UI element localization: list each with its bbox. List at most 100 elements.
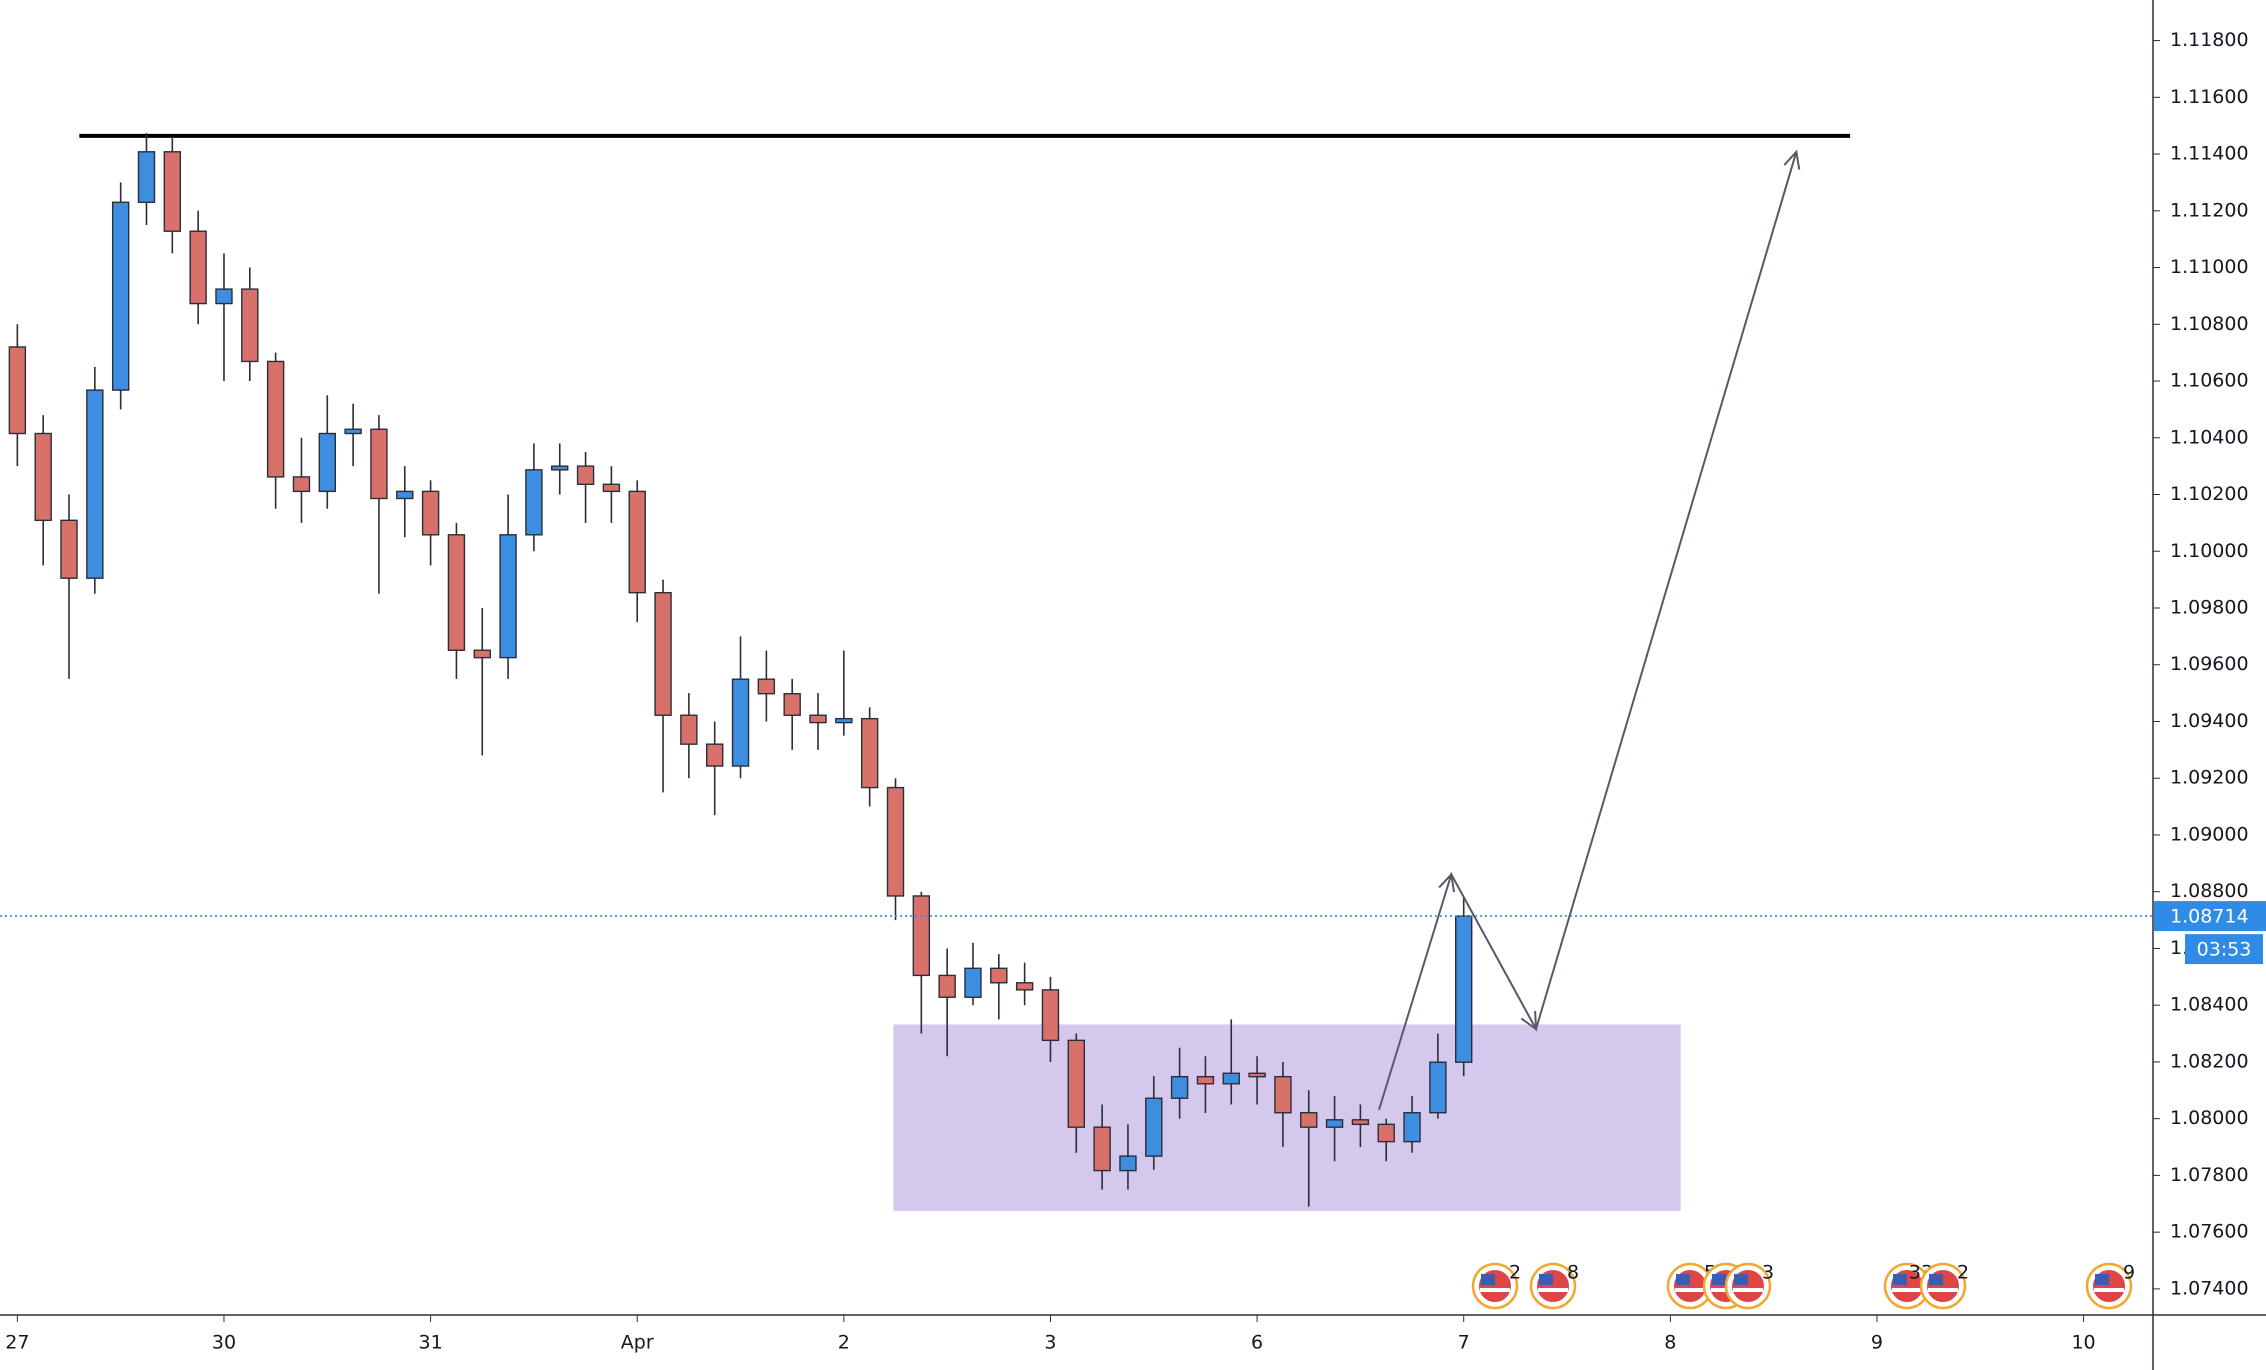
y-tick-label: 1.11800 (2170, 29, 2249, 51)
projection-arrow (1378, 151, 1798, 1111)
y-tick-label: 1.10600 (2170, 370, 2249, 392)
event-count: 2 (1509, 1262, 1521, 1284)
event-count: 2 (1957, 1262, 1969, 1284)
y-tick-label: 1.07800 (2170, 1164, 2249, 1186)
candle-body (525, 469, 543, 536)
candle-body (835, 717, 853, 724)
y-tick-label: 1.08000 (2170, 1107, 2249, 1129)
event-flag-canton (1539, 1274, 1553, 1285)
candle-body (938, 974, 956, 998)
current-price-label: 1.08714 (2170, 906, 2249, 928)
y-tick-label: 1.11400 (2170, 143, 2249, 165)
candle-body (731, 678, 750, 767)
candle-body (886, 786, 905, 897)
event-marker: 3 (1724, 1262, 1774, 1310)
candle-body (1351, 1119, 1370, 1126)
candle-body (396, 490, 414, 500)
candle-body (1119, 1155, 1137, 1172)
event-flag-stripe (1675, 1288, 1705, 1292)
event-flag-canton (1676, 1274, 1690, 1285)
event-marker: 2 (1471, 1262, 1521, 1310)
candle-body (809, 714, 827, 724)
x-tick-label: 10 (2071, 1332, 2095, 1354)
y-tick-label: 1.09400 (2170, 710, 2249, 732)
countdown-label: 03:53 (2197, 939, 2252, 961)
y-tick-label: 1.11200 (2170, 199, 2249, 221)
candle-body (344, 428, 362, 435)
candle-body (163, 151, 182, 232)
candle-body (499, 534, 517, 659)
current-price-box (2154, 901, 2266, 932)
y-tick-label: 1.10800 (2170, 313, 2249, 335)
candle-body (318, 432, 336, 493)
candle-body (60, 519, 78, 579)
candle-body (137, 151, 156, 203)
event-marker: 8 (1529, 1262, 1579, 1310)
x-tick-label: 27 (5, 1332, 29, 1354)
candle-body (1145, 1097, 1163, 1157)
arrow-head (1520, 1010, 1538, 1032)
event-marker: 2 (1919, 1262, 1969, 1310)
candle-body (1170, 1075, 1189, 1099)
event-flag-canton (1893, 1274, 1907, 1285)
y-tick-label: 1.08400 (2170, 994, 2249, 1016)
candle-body (1222, 1072, 1240, 1085)
candle-body (628, 490, 646, 594)
candle-body (292, 476, 311, 493)
candle-body (654, 591, 672, 716)
candle-body (1015, 982, 1034, 991)
arrow-head (1783, 149, 1801, 170)
candle-body (1300, 1112, 1318, 1128)
candle-body (576, 465, 595, 485)
y-tick-label: 1.07400 (2170, 1277, 2249, 1299)
x-tick-label: Apr (621, 1332, 654, 1354)
event-flag-stripe (1733, 1288, 1763, 1292)
candle-body (860, 717, 879, 789)
x-tick-label: 6 (1251, 1332, 1263, 1354)
y-tick-label: 1.11000 (2170, 256, 2249, 278)
y-tick-label: 1.10200 (2170, 483, 2249, 505)
y-tick-label: 1.07600 (2170, 1221, 2249, 1243)
candle-body (912, 895, 931, 977)
y-tick-label: 1.08800 (2170, 880, 2249, 902)
candle-body (421, 490, 440, 536)
candle-body (964, 967, 982, 998)
candle-body (1093, 1126, 1111, 1172)
candle-body (266, 360, 285, 478)
candle-body (1196, 1075, 1215, 1085)
event-count: 9 (2123, 1262, 2135, 1284)
candle-body (1274, 1075, 1292, 1114)
candle-body (447, 534, 466, 651)
event-flag-stripe (1480, 1288, 1510, 1292)
candle-body (111, 201, 130, 391)
x-tick-label: 30 (212, 1332, 236, 1354)
y-tick-label: 1.09000 (2170, 823, 2249, 845)
candle-body (1067, 1039, 1085, 1128)
y-tick-label: 1.09600 (2170, 653, 2249, 675)
candle-body (1403, 1112, 1421, 1143)
candle-body (473, 649, 491, 659)
candle-body (8, 346, 27, 435)
candle-body (370, 428, 388, 500)
candle-body (1429, 1061, 1447, 1114)
y-tick-label: 1.10000 (2170, 540, 2249, 562)
x-tick-label: 9 (1871, 1332, 1883, 1354)
y-tick-label: 1.08200 (2170, 1050, 2249, 1072)
y-tick-label: 1.10400 (2170, 426, 2249, 448)
y-tick-label: 1.09800 (2170, 596, 2249, 618)
candle-body (783, 692, 801, 716)
x-tick-label: 7 (1458, 1332, 1470, 1354)
candle-body (990, 967, 1008, 984)
candle-body (602, 483, 621, 493)
candle-body (34, 432, 52, 522)
candle-body (1377, 1123, 1395, 1143)
candle-body (705, 743, 724, 767)
arrow-head (1438, 872, 1456, 893)
event-flag-canton (1929, 1274, 1943, 1285)
event-flag-stripe (1538, 1288, 1568, 1292)
event-flag-canton (1712, 1274, 1726, 1285)
event-flag-canton (1481, 1274, 1495, 1285)
candle-body (1455, 915, 1473, 1063)
